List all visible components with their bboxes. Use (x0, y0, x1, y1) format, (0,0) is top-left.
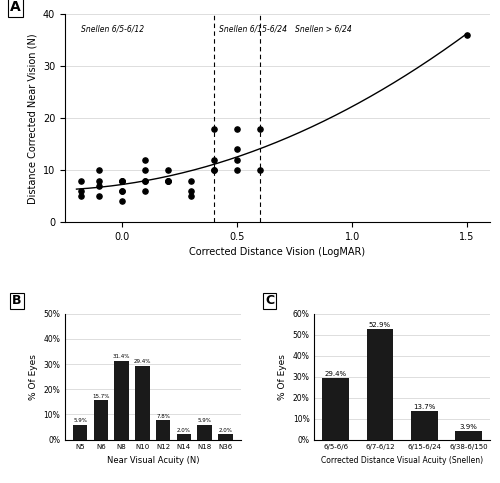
Point (210, 166, 218, 174)
Text: 15.7%: 15.7% (92, 394, 110, 399)
Bar (322, 378, 349, 440)
Text: C: C (265, 295, 274, 308)
Text: 2.0%: 2.0% (218, 428, 232, 433)
Point (118, 177, 126, 185)
Point (77, 192, 85, 200)
Text: Snellen > 6/24: Snellen > 6/24 (294, 25, 352, 34)
Point (118, 198, 126, 205)
Point (188, 192, 196, 200)
Y-axis label: Distance Corrected Near Vision (N): Distance Corrected Near Vision (N) (28, 33, 38, 204)
Point (234, 125, 241, 132)
Point (142, 166, 150, 174)
X-axis label: Corrected Distance Vision (LogMAR): Corrected Distance Vision (LogMAR) (190, 247, 366, 257)
Bar (456, 431, 482, 440)
Bar (156, 420, 170, 440)
Text: 52.9%: 52.9% (369, 322, 391, 327)
Text: B: B (12, 295, 22, 308)
Point (96, 166, 104, 174)
Text: 3.9%: 3.9% (460, 424, 477, 430)
Point (234, 145, 241, 153)
Text: 7.8%: 7.8% (156, 413, 170, 419)
Point (210, 156, 218, 164)
X-axis label: Corrected Distance Visual Acuity (Snellen): Corrected Distance Visual Acuity (Snelle… (321, 456, 484, 465)
Y-axis label: % Of Eyes: % Of Eyes (278, 354, 287, 399)
Point (118, 177, 126, 185)
Bar (73, 425, 88, 440)
Point (210, 166, 218, 174)
Bar (198, 425, 212, 440)
Text: 31.4%: 31.4% (113, 354, 130, 359)
X-axis label: Near Visual Acuity (N): Near Visual Acuity (N) (106, 456, 199, 465)
Text: Snellen 6/5-6/12: Snellen 6/5-6/12 (81, 25, 144, 34)
Point (96, 182, 104, 190)
Point (142, 177, 150, 185)
Point (96, 177, 104, 185)
Text: A: A (10, 0, 20, 14)
Y-axis label: % Of Eyes: % Of Eyes (28, 354, 38, 399)
Bar (366, 328, 394, 440)
Bar (176, 435, 191, 440)
Point (118, 177, 126, 185)
Point (164, 177, 172, 185)
Point (142, 177, 150, 185)
Point (188, 187, 196, 195)
Bar (218, 435, 232, 440)
Point (142, 187, 150, 195)
Text: Snellen 6/15-6/24: Snellen 6/15-6/24 (219, 25, 287, 34)
Point (96, 192, 104, 200)
Point (118, 187, 126, 195)
Text: 5.9%: 5.9% (198, 418, 211, 424)
Point (164, 177, 172, 185)
Point (210, 125, 218, 132)
Point (188, 177, 196, 185)
Text: 5.9%: 5.9% (74, 418, 87, 424)
Point (463, 31, 471, 39)
Point (164, 166, 172, 174)
Point (142, 156, 150, 164)
Point (77, 187, 85, 195)
Point (77, 177, 85, 185)
Point (118, 187, 126, 195)
Text: 29.4%: 29.4% (134, 359, 151, 364)
Point (256, 125, 264, 132)
Bar (114, 360, 129, 440)
Point (164, 177, 172, 185)
Bar (411, 411, 438, 440)
Point (256, 166, 264, 174)
Bar (135, 366, 150, 440)
Point (234, 156, 241, 164)
Text: 13.7%: 13.7% (413, 404, 436, 410)
Text: 2.0%: 2.0% (177, 428, 191, 433)
Bar (94, 400, 108, 440)
Point (234, 166, 241, 174)
Text: 29.4%: 29.4% (324, 371, 346, 377)
